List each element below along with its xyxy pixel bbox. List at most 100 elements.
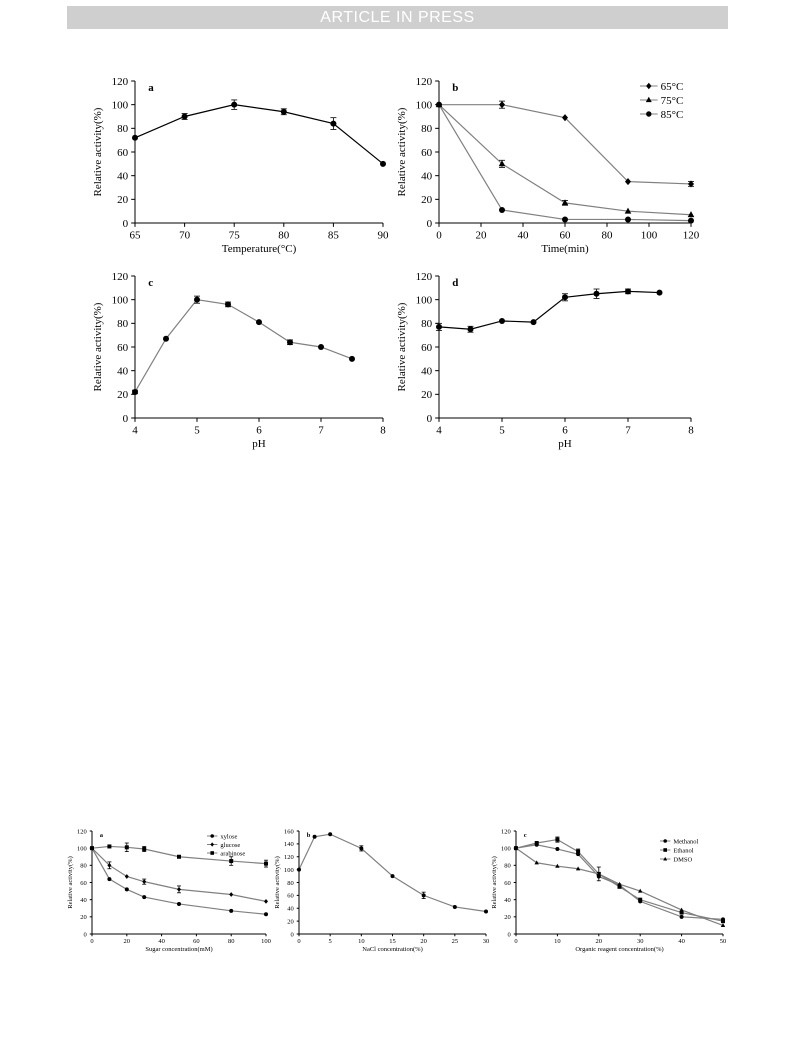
data-point	[687, 211, 695, 218]
legend-marker	[663, 848, 667, 852]
article-in-press-banner: ARTICLE IN PRESS	[67, 6, 728, 29]
data-point	[484, 909, 488, 914]
x-tick-label: 10	[358, 938, 365, 945]
y-tick-label: 40	[421, 366, 433, 378]
data-point	[194, 296, 200, 303]
y-tick-label: 40	[287, 906, 294, 913]
y-tick-label: 20	[117, 194, 129, 206]
data-point	[330, 120, 337, 127]
y-tick-label: 120	[501, 828, 511, 835]
x-tick-label: 85	[328, 229, 340, 241]
panel-letter: a	[100, 832, 104, 839]
data-point	[142, 847, 147, 852]
y-tick-label: 120	[416, 76, 433, 88]
y-tick-label: 0	[123, 413, 129, 425]
x-tick-label: 4	[436, 424, 442, 436]
y-axis-title: Relative activity(%)	[67, 856, 74, 909]
data-point	[264, 861, 268, 866]
x-axis-title: Time(min)	[541, 243, 589, 255]
data-point	[596, 871, 601, 876]
x-tick-label: 90	[378, 229, 390, 241]
y-tick-label: 80	[421, 318, 433, 330]
data-point	[132, 134, 138, 141]
y-tick-label: 60	[117, 342, 129, 354]
legend-marker	[663, 856, 668, 861]
data-point	[328, 832, 333, 837]
data-point	[656, 289, 663, 296]
y-tick-label: 120	[112, 271, 129, 283]
x-tick-label: 30	[483, 938, 490, 945]
y-tick-label: 100	[112, 295, 129, 307]
data-point	[624, 207, 632, 214]
legend-label: DMSO	[673, 856, 692, 863]
x-tick-label: 80	[278, 229, 290, 241]
data-point	[638, 897, 643, 902]
y-tick-label: 20	[80, 914, 87, 921]
data-point	[513, 845, 519, 850]
data-point	[312, 834, 317, 839]
data-point	[280, 108, 287, 115]
y-tick-label: 100	[416, 295, 433, 307]
y-tick-label: 0	[507, 931, 510, 938]
y-tick-label: 80	[80, 863, 87, 870]
x-tick-label: 120	[683, 229, 700, 241]
data-point	[720, 923, 726, 928]
x-tick-label: 20	[420, 938, 427, 945]
data-point	[181, 113, 188, 120]
y-tick-label: 20	[421, 389, 433, 401]
x-tick-label: 5	[499, 424, 505, 436]
y-tick-label: 0	[290, 931, 293, 938]
legend-label: 85°C	[661, 109, 684, 121]
x-tick-label: 65	[130, 229, 142, 241]
legend-marker	[210, 834, 214, 838]
x-tick-label: 20	[124, 938, 131, 945]
y-tick-label: 100	[284, 867, 294, 874]
data-point	[124, 874, 129, 879]
data-point	[555, 837, 560, 842]
x-tick-label: 4	[132, 424, 138, 436]
data-point	[421, 893, 426, 898]
data-point	[107, 844, 112, 849]
x-tick-label: 6	[256, 424, 262, 436]
y-tick-label: 0	[83, 931, 86, 938]
y-tick-label: 160	[284, 828, 294, 835]
y-tick-label: 120	[112, 76, 129, 88]
y-tick-label: 80	[504, 863, 511, 870]
data-point	[177, 854, 181, 859]
data-point	[593, 290, 600, 297]
data-point	[534, 860, 539, 865]
y-tick-label: 100	[416, 100, 433, 112]
x-tick-label: 8	[688, 424, 694, 436]
y-axis-title: Relative activity(%)	[491, 856, 498, 909]
chart-3: 0 20 40 60 80 100 120 4 5 6 7 8 pH Relative activity(…	[92, 271, 386, 450]
data-point	[229, 908, 234, 913]
data-point	[264, 912, 268, 917]
legend-marker	[646, 82, 652, 90]
legend-label: Methanol	[673, 838, 698, 845]
y-axis-title: Relative activity(%)	[274, 856, 281, 909]
series-line-1	[438, 290, 660, 330]
x-axis-title: Sugar concentration(mM)	[145, 946, 212, 953]
data-point	[499, 317, 505, 324]
x-axis-title: Temperature(°C)	[222, 243, 297, 255]
x-tick-label: 100	[641, 229, 658, 241]
y-tick-label: 120	[77, 828, 87, 835]
y-tick-label: 60	[421, 342, 433, 354]
y-tick-label: 0	[123, 218, 129, 230]
y-tick-label: 40	[504, 897, 511, 904]
x-tick-label: 8	[380, 424, 386, 436]
x-tick-label: 70	[179, 229, 191, 241]
x-tick-label: 15	[389, 938, 396, 945]
y-tick-label: 40	[117, 366, 129, 378]
x-tick-label: 0	[90, 938, 93, 945]
x-tick-label: 30	[637, 938, 644, 945]
data-point	[575, 866, 581, 871]
data-point	[225, 301, 231, 308]
legend-label: Ethanol	[673, 847, 693, 854]
data-point	[287, 339, 293, 346]
data-point	[638, 888, 643, 893]
x-tick-label: 75	[229, 229, 241, 241]
data-point	[688, 217, 694, 224]
x-axis-title: pH	[558, 438, 572, 450]
